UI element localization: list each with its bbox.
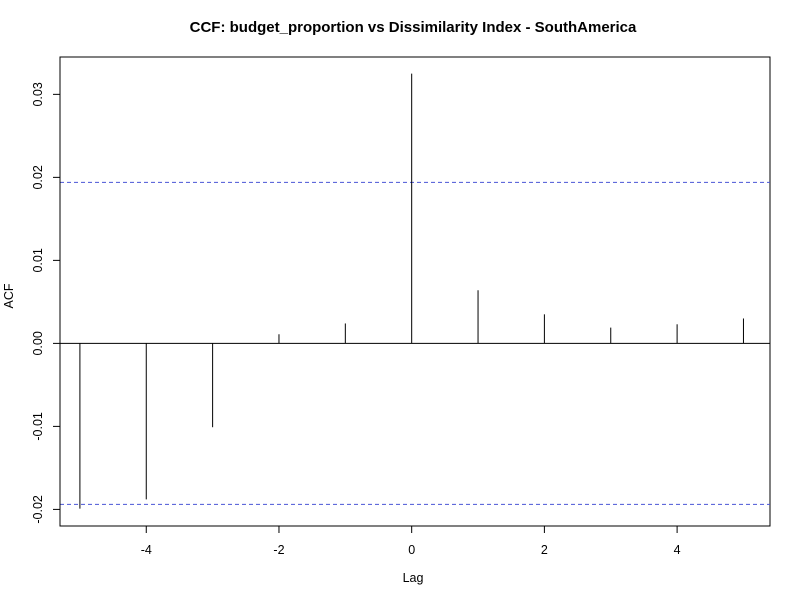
y-tick-label: -0.02: [31, 495, 45, 524]
y-tick-label: 0.03: [31, 82, 45, 106]
x-tick-label: -4: [141, 543, 152, 557]
y-tick-label: 0.01: [31, 248, 45, 272]
chart-title: CCF: budget_proportion vs Dissimilarity …: [190, 19, 637, 36]
x-axis-label: Lag: [403, 571, 424, 585]
x-tick-label: 0: [408, 543, 415, 557]
y-tick-label: 0.02: [31, 165, 45, 189]
x-tick-label: -2: [273, 543, 284, 557]
y-tick-label: -0.01: [31, 412, 45, 441]
plot-frame: [59, 56, 771, 527]
x-tick-label: 2: [541, 543, 548, 557]
y-tick-label: 0.00: [31, 331, 45, 355]
y-axis-label: ACF: [2, 283, 16, 308]
x-tick-label: 4: [674, 543, 681, 557]
